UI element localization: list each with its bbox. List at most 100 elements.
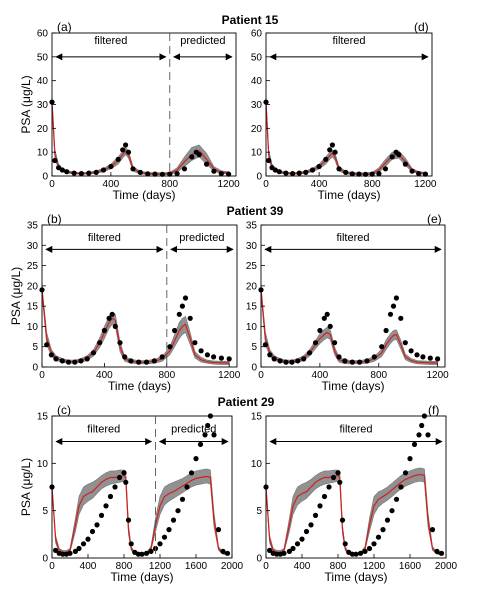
data-point	[321, 493, 328, 500]
data-point	[59, 358, 65, 364]
data-point	[211, 168, 217, 174]
panel-label: (d)	[414, 20, 429, 34]
data-point	[128, 358, 134, 364]
data-point	[429, 527, 436, 533]
data-point	[402, 470, 409, 476]
y-tick-label: 50	[37, 52, 49, 63]
data-point	[204, 352, 210, 358]
data-point	[152, 171, 158, 177]
data-point	[276, 169, 282, 175]
data-point	[100, 167, 107, 173]
data-point	[135, 551, 141, 557]
data-point	[72, 548, 78, 555]
data-point	[327, 323, 333, 329]
data-point	[409, 168, 415, 174]
data-point	[125, 517, 132, 523]
data-point	[283, 359, 289, 365]
x-tick-label: 0	[39, 370, 45, 381]
chart-panel: 0 400 800 1200 0 10 20 30 40 50 60 Time (days) (d) fi…	[251, 20, 437, 202]
data-point	[294, 541, 301, 547]
data-point	[101, 327, 107, 334]
data-point	[112, 323, 118, 329]
data-point	[151, 358, 157, 364]
panel-label: (f)	[428, 403, 439, 417]
data-point	[117, 340, 123, 346]
data-point	[157, 541, 163, 547]
x-tick-label: 800	[161, 179, 178, 190]
data-point	[187, 315, 193, 321]
panel-label: (e)	[427, 212, 442, 226]
data-point	[189, 154, 195, 160]
y-tick-label: 20	[251, 124, 263, 135]
data-point	[289, 359, 295, 365]
data-point	[323, 156, 329, 162]
data-point	[375, 534, 382, 540]
x-tick-label: 400	[311, 179, 328, 190]
chart-panel: 0 400 800 1200 0 5 10 15 20 25 30 35 Time (days) (e) f…	[246, 212, 449, 393]
data-point	[197, 441, 204, 447]
data-point	[343, 169, 349, 175]
y-tick-label: 30	[37, 100, 49, 111]
data-point	[267, 547, 273, 554]
y-tick-label: 50	[251, 52, 263, 63]
axes-frame	[41, 224, 238, 368]
data-point	[301, 356, 307, 362]
data-point	[316, 163, 322, 170]
y-tick-label: 30	[251, 100, 263, 111]
data-point	[97, 340, 103, 346]
simulation-band	[265, 97, 426, 176]
data-point	[103, 503, 109, 509]
data-point	[65, 359, 72, 365]
x-axis-label: Time (days)	[111, 570, 174, 584]
y-tick-label: 10	[37, 459, 49, 470]
data-point	[357, 359, 363, 365]
x-tick-label: 800	[330, 561, 347, 572]
data-point	[137, 169, 143, 175]
range-label: filtered	[94, 35, 127, 47]
data-point	[438, 550, 445, 556]
data-point	[295, 358, 301, 364]
x-tick-label: 0	[49, 561, 55, 572]
data-point	[398, 315, 404, 321]
data-point	[78, 358, 84, 364]
data-point	[86, 170, 92, 176]
data-point	[321, 315, 327, 321]
data-point	[202, 432, 208, 438]
data-point	[130, 166, 136, 172]
data-point	[59, 167, 65, 173]
data-point	[109, 311, 115, 317]
y-tick-label: 20	[246, 281, 258, 292]
x-tick-label: 1200	[149, 561, 172, 572]
data-point	[60, 551, 66, 557]
data-point	[107, 493, 114, 500]
y-tick-label: 60	[251, 29, 263, 40]
x-axis-label: Time (days)	[318, 188, 381, 202]
data-point	[312, 340, 319, 346]
chart-panel: 0 400 800 1200 1600 2000 0 5 10 15 Time (days) (f) f…	[251, 403, 458, 584]
x-tick-label: 400	[312, 370, 329, 381]
data-point	[342, 541, 348, 547]
data-point	[205, 422, 211, 429]
mean-line	[265, 102, 426, 175]
data-point	[193, 456, 199, 462]
x-tick-label: 800	[158, 370, 175, 381]
data-point	[274, 551, 280, 557]
data-point	[336, 166, 342, 172]
data-point	[356, 171, 362, 177]
panel-label: (b)	[47, 212, 62, 226]
data-point	[407, 456, 413, 462]
data-point	[326, 484, 332, 490]
data-point	[121, 470, 127, 476]
y-tick-label: 10	[251, 459, 263, 470]
data-point	[324, 311, 330, 317]
data-point	[89, 528, 96, 535]
range-label: filtered	[336, 232, 369, 244]
y-axis-label: PSA (μg/L)	[9, 267, 23, 325]
data-point	[317, 327, 323, 334]
data-point	[283, 170, 289, 176]
x-tick-label: 0	[263, 561, 269, 572]
x-tick-label: 2000	[221, 561, 244, 572]
data-point	[364, 358, 370, 364]
x-tick-label: 1600	[185, 561, 208, 572]
